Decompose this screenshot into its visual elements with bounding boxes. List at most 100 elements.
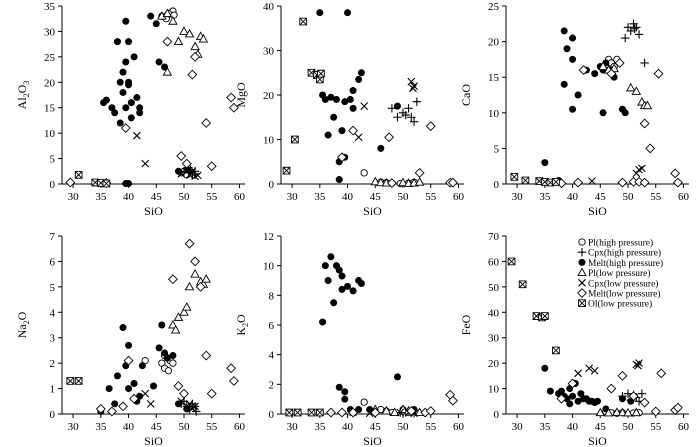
y-tick-label: 10 xyxy=(44,128,56,140)
x-tick-label: 45 xyxy=(151,191,163,203)
data-point xyxy=(315,408,324,417)
data-point xyxy=(125,341,133,349)
data-point xyxy=(556,393,567,404)
data-point xyxy=(120,123,131,133)
data-point xyxy=(152,20,160,28)
y-tick-label: 12 xyxy=(263,231,274,243)
data-point xyxy=(645,143,656,154)
y-tick-label: 5 xyxy=(50,154,56,166)
data-point xyxy=(631,407,642,417)
data-point xyxy=(409,117,419,126)
data-point xyxy=(396,408,405,417)
data-point xyxy=(341,388,349,396)
data-point xyxy=(119,88,127,96)
data-point xyxy=(631,86,642,95)
data-point xyxy=(574,369,582,378)
data-point xyxy=(337,152,347,163)
panel-2: 30 35 40 45 50 55 60 0 10 20 30 40 SiO MgO xyxy=(234,1,464,218)
x-tick-label: 60 xyxy=(453,421,465,433)
data-point xyxy=(338,127,346,135)
data-point xyxy=(147,12,155,20)
x-tick-label: 60 xyxy=(234,191,246,203)
data-point xyxy=(409,84,417,93)
series-melt-hp xyxy=(541,364,635,413)
data-point xyxy=(188,167,197,176)
y-tick-label: 10 xyxy=(263,261,275,273)
y-tick-label: 0 xyxy=(494,409,500,421)
data-point xyxy=(349,87,357,95)
data-point xyxy=(182,167,191,176)
x-tick-label: 45 xyxy=(595,421,607,433)
series-melt-hp xyxy=(316,9,401,184)
x-tick-label: 60 xyxy=(453,191,465,203)
x-tick-label: 55 xyxy=(206,421,218,433)
data-point xyxy=(349,104,357,112)
data-point xyxy=(119,324,127,332)
x-tick-label: 35 xyxy=(314,191,326,203)
data-point xyxy=(617,407,628,417)
data-point xyxy=(338,285,346,293)
data-point xyxy=(141,159,150,168)
data-point xyxy=(640,58,649,68)
series-pl-lp xyxy=(168,269,211,334)
y-tick-label: 0 xyxy=(50,179,56,191)
data-point xyxy=(141,389,150,398)
series-melt-hp xyxy=(319,253,418,414)
x-tick-label: 50 xyxy=(179,191,191,203)
series-melt-lp xyxy=(337,121,458,189)
data-point xyxy=(325,407,336,418)
data-point xyxy=(560,27,568,35)
x-tick-label: 55 xyxy=(650,191,662,203)
data-point xyxy=(447,395,458,406)
data-point xyxy=(541,159,549,167)
data-point xyxy=(164,367,173,375)
data-point xyxy=(228,376,239,386)
data-point xyxy=(591,70,599,78)
x-tick-label: 40 xyxy=(342,421,354,433)
data-point xyxy=(598,61,608,70)
data-point xyxy=(111,109,119,117)
series-ol-lp xyxy=(285,408,324,417)
data-point xyxy=(113,38,121,46)
data-point xyxy=(129,393,140,404)
data-point xyxy=(282,166,291,175)
data-point xyxy=(173,312,184,321)
data-point xyxy=(184,28,195,38)
x-tick-label: 30 xyxy=(512,191,524,203)
y-tick-label: 4 xyxy=(269,350,275,362)
axis-frame xyxy=(280,6,464,185)
x-tick-label: 50 xyxy=(398,421,410,433)
data-point xyxy=(190,269,200,278)
data-point xyxy=(546,387,554,395)
y-tick-label: 5 xyxy=(50,282,56,294)
x-tick-label: 40 xyxy=(567,191,579,203)
data-point xyxy=(170,11,178,19)
series-cpx-lp xyxy=(354,77,418,142)
data-point xyxy=(393,102,401,110)
y-tick-label: 15 xyxy=(488,72,500,84)
data-point xyxy=(111,400,119,408)
data-point xyxy=(102,179,111,188)
data-point xyxy=(407,77,416,86)
data-point xyxy=(617,370,628,381)
data-point xyxy=(162,36,173,47)
data-point xyxy=(606,68,617,79)
data-point xyxy=(150,382,158,390)
data-point xyxy=(521,176,530,185)
data-point xyxy=(623,407,633,417)
legend-marker xyxy=(577,248,587,257)
data-point xyxy=(168,319,178,329)
data-point xyxy=(122,104,130,112)
data-point xyxy=(191,402,199,411)
data-point xyxy=(66,377,75,385)
series-ol-lp xyxy=(74,170,111,188)
series-cpx-lp xyxy=(132,131,202,181)
data-point xyxy=(617,177,628,188)
series-pl-lp xyxy=(595,407,642,417)
series-cpx-hp xyxy=(387,97,422,126)
data-point xyxy=(585,364,594,373)
data-point xyxy=(321,262,329,270)
data-point xyxy=(125,81,133,89)
data-point xyxy=(653,68,664,79)
